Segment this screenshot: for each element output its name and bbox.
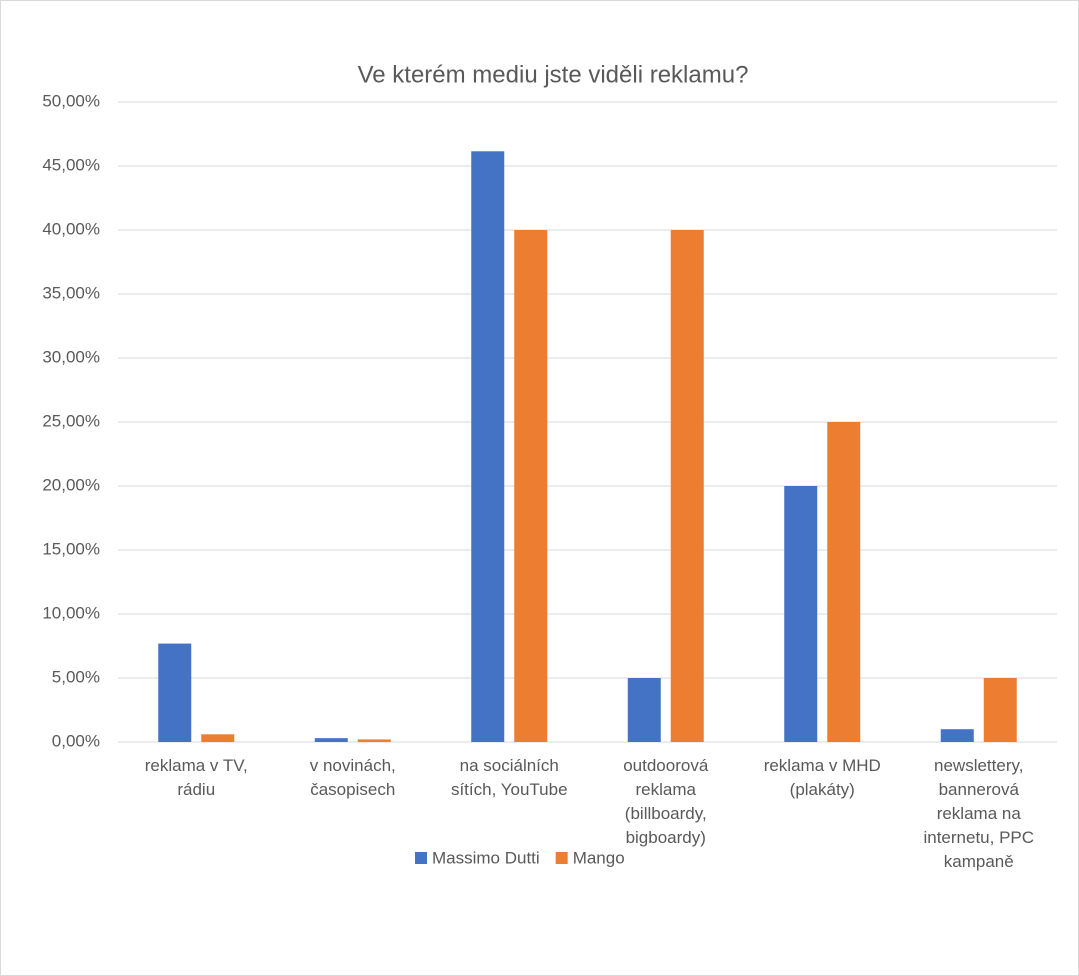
y-tick-label: 25,00% <box>42 411 100 430</box>
bar <box>514 230 548 742</box>
x-tick-label: na sociálních sítích, YouTube <box>450 756 568 799</box>
y-tick-label: 20,00% <box>42 475 100 494</box>
bar <box>314 738 348 742</box>
x-tick-label: v novinách, časopisech <box>309 756 396 799</box>
x-tick-label: outdoorová reklama (billboardy, bigboard… <box>623 756 709 847</box>
x-tick-label: reklama v MHD (plakáty) <box>763 756 881 799</box>
legend-label: Massimo Dutti <box>432 848 540 867</box>
bar <box>784 486 818 742</box>
bar <box>158 643 192 742</box>
bar <box>357 739 391 742</box>
y-tick-label: 45,00% <box>42 155 100 174</box>
y-tick-label: 0,00% <box>52 731 100 750</box>
bar <box>827 422 861 742</box>
bar <box>201 734 235 742</box>
legend-label: Mango <box>573 848 625 867</box>
x-tick-label: reklama v TV, rádiu <box>144 756 248 799</box>
bar <box>471 151 505 742</box>
bar <box>983 678 1017 742</box>
bar <box>940 729 974 742</box>
y-tick-label: 5,00% <box>52 667 100 686</box>
y-tick-label: 35,00% <box>42 283 100 302</box>
bar <box>627 678 661 742</box>
y-tick-label: 40,00% <box>42 219 100 238</box>
legend-swatch <box>415 852 427 864</box>
y-tick-label: 30,00% <box>42 347 100 366</box>
y-tick-label: 50,00% <box>42 91 100 110</box>
x-tick-label: newslettery, bannerová reklama na intern… <box>923 756 1035 871</box>
bar <box>670 230 704 742</box>
y-tick-label: 10,00% <box>42 603 100 622</box>
legend-swatch <box>555 852 568 864</box>
y-tick-label: 15,00% <box>42 539 100 558</box>
chart-title: Ve kterém mediu jste viděli reklamu? <box>358 61 749 88</box>
